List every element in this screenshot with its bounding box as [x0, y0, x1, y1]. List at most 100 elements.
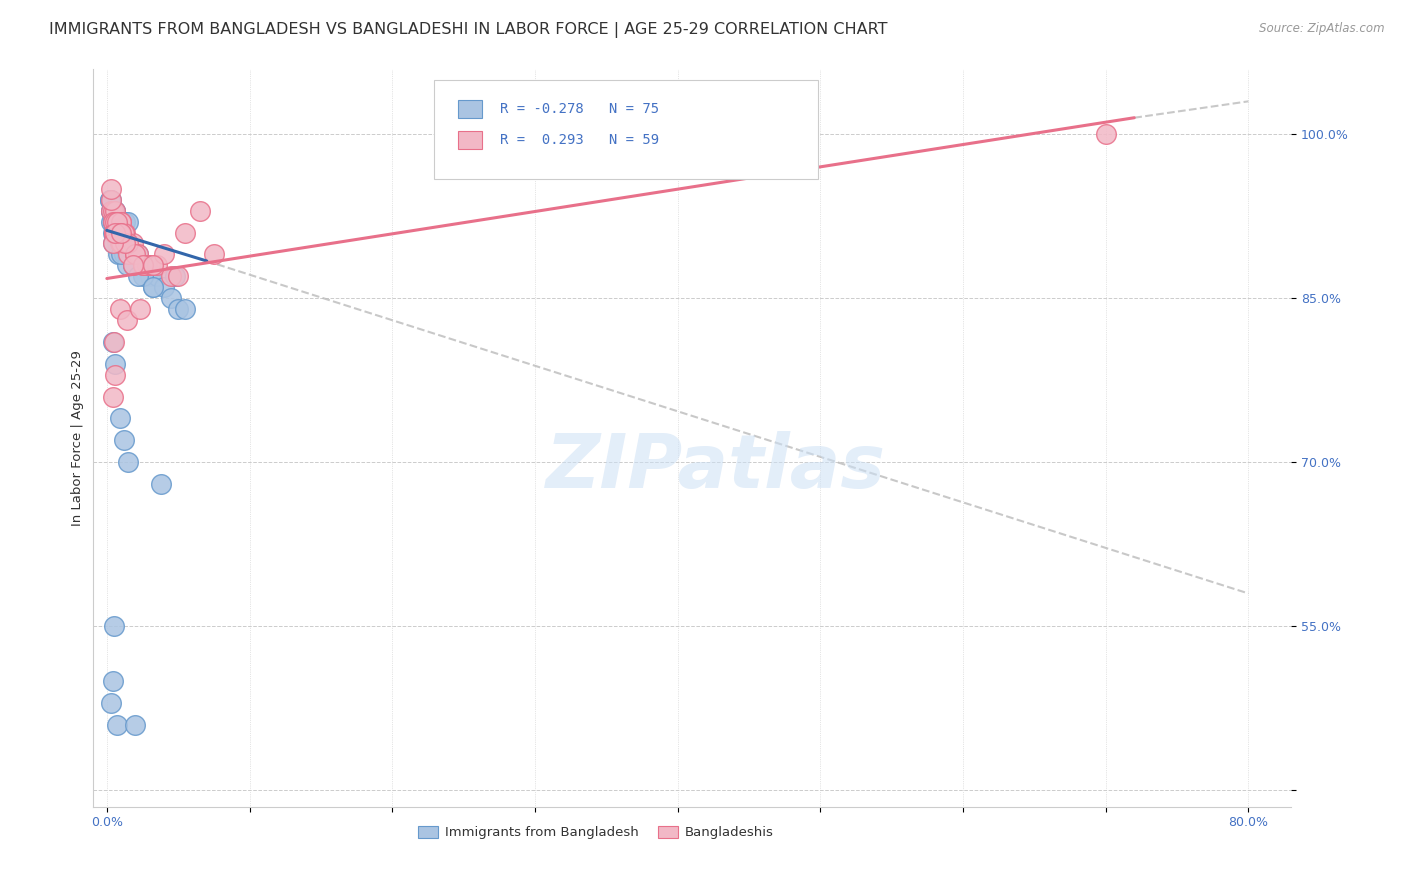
Point — [108, 226, 131, 240]
Point — [160, 291, 183, 305]
Point — [124, 247, 146, 261]
Point — [117, 236, 139, 251]
Point — [127, 247, 149, 261]
Point — [167, 302, 190, 317]
Point — [108, 302, 131, 317]
Point — [108, 226, 131, 240]
Point — [103, 226, 125, 240]
Point — [118, 247, 141, 261]
Point — [108, 236, 131, 251]
Text: R =  0.293   N = 59: R = 0.293 N = 59 — [501, 133, 659, 147]
Point — [115, 247, 138, 261]
Point — [100, 203, 122, 218]
Point — [110, 236, 132, 251]
FancyBboxPatch shape — [458, 100, 482, 119]
Point — [104, 226, 127, 240]
Point — [167, 269, 190, 284]
Text: ZIPatlas: ZIPatlas — [546, 431, 886, 504]
Point — [104, 226, 127, 240]
Point — [141, 280, 163, 294]
Point — [153, 247, 176, 261]
Point — [127, 247, 149, 261]
Point — [117, 214, 139, 228]
Point — [111, 236, 134, 251]
Point — [141, 280, 163, 294]
Point — [103, 226, 125, 240]
Point — [150, 477, 173, 491]
Point — [114, 236, 136, 251]
Point — [117, 455, 139, 469]
Point — [117, 236, 139, 251]
Point — [121, 258, 143, 272]
Point — [112, 226, 135, 240]
Point — [138, 258, 160, 272]
Point — [127, 269, 149, 284]
Point — [101, 214, 124, 228]
Point — [131, 258, 153, 272]
Point — [108, 226, 131, 240]
Point — [100, 696, 122, 710]
Point — [103, 226, 125, 240]
Point — [104, 203, 127, 218]
Point — [174, 302, 197, 317]
Point — [105, 717, 128, 731]
Point — [124, 717, 146, 731]
Point — [110, 247, 132, 261]
Point — [98, 193, 121, 207]
Point — [131, 269, 153, 284]
Point — [105, 226, 128, 240]
Point — [110, 236, 132, 251]
Point — [131, 258, 153, 272]
Point — [121, 236, 143, 251]
Point — [110, 226, 132, 240]
Point — [101, 236, 124, 251]
Point — [110, 226, 132, 240]
Point — [117, 236, 139, 251]
Point — [146, 269, 169, 284]
Y-axis label: In Labor Force | Age 25-29: In Labor Force | Age 25-29 — [72, 350, 84, 525]
Point — [104, 226, 127, 240]
Point — [107, 214, 129, 228]
Point — [135, 258, 157, 272]
Point — [141, 258, 163, 272]
Point — [100, 214, 122, 228]
Point — [107, 226, 129, 240]
Point — [104, 203, 127, 218]
Point — [146, 258, 169, 272]
Point — [108, 236, 131, 251]
Point — [160, 269, 183, 284]
Point — [114, 226, 136, 240]
Point — [153, 280, 176, 294]
Point — [112, 247, 135, 261]
Point — [107, 226, 129, 240]
Point — [105, 214, 128, 228]
Point — [121, 258, 143, 272]
Point — [100, 203, 122, 218]
Point — [103, 619, 125, 633]
Point — [114, 214, 136, 228]
Point — [124, 258, 146, 272]
Point — [174, 226, 197, 240]
Point — [1094, 127, 1116, 141]
Point — [202, 247, 225, 261]
Point — [103, 226, 125, 240]
Point — [124, 247, 146, 261]
Point — [112, 226, 135, 240]
Point — [100, 193, 122, 207]
Point — [105, 226, 128, 240]
Point — [112, 236, 135, 251]
Point — [108, 226, 131, 240]
FancyBboxPatch shape — [434, 79, 818, 179]
Point — [124, 247, 146, 261]
Point — [110, 226, 132, 240]
Point — [103, 214, 125, 228]
Point — [188, 203, 211, 218]
Point — [110, 214, 132, 228]
Point — [101, 236, 124, 251]
Point — [107, 214, 129, 228]
Point — [101, 203, 124, 218]
Point — [100, 182, 122, 196]
Point — [107, 214, 129, 228]
Point — [101, 226, 124, 240]
Point — [135, 258, 157, 272]
